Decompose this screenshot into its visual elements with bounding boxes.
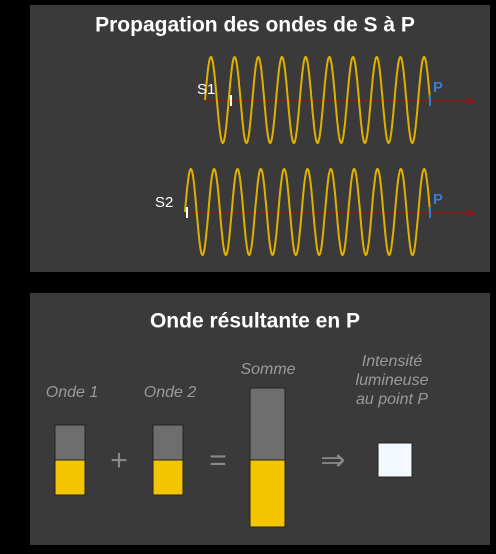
wave-1-empty xyxy=(54,424,86,461)
top-panel xyxy=(30,5,490,272)
point-1-label: P xyxy=(433,79,443,96)
bottom-title: Onde résultante en P xyxy=(150,310,360,333)
wave-1 xyxy=(204,55,431,145)
arrow-1 xyxy=(468,97,476,105)
intensity-label: Intensité xyxy=(362,353,423,370)
intensity-label: au point P xyxy=(356,391,428,408)
wave-2-fill xyxy=(152,459,184,496)
wave-1-fill xyxy=(54,459,86,496)
source-2-label: S2 xyxy=(155,194,173,211)
point-2-label: P xyxy=(433,191,443,208)
sum-label: Somme xyxy=(240,361,295,378)
wave-2 xyxy=(184,167,431,257)
top-title: Propagation des ondes de S à P xyxy=(95,14,415,37)
intensity-label: lumineuse xyxy=(356,372,429,389)
arrow-2 xyxy=(468,209,476,217)
wave-2-empty xyxy=(152,424,184,461)
wave-2-label: Onde 2 xyxy=(144,384,197,401)
sum-empty xyxy=(249,387,286,461)
plus-sign: + xyxy=(110,444,128,477)
implies-sign: ⇒ xyxy=(320,444,345,477)
wave-1-label: Onde 1 xyxy=(46,384,98,401)
sum-fill xyxy=(249,459,286,528)
equals-sign: = xyxy=(209,444,227,477)
intensity-square xyxy=(377,442,413,478)
source-1-label: S1 xyxy=(197,81,215,98)
